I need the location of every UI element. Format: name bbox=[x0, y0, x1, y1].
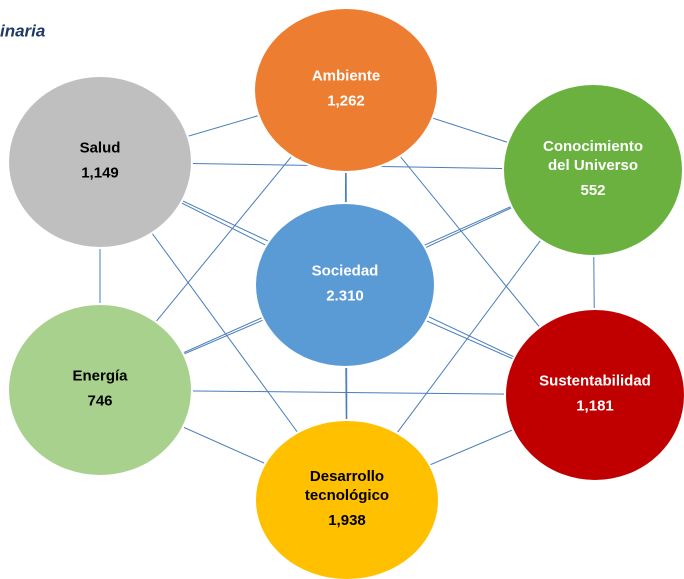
node-label: Energía bbox=[72, 367, 128, 384]
node bbox=[7, 75, 193, 249]
node-value: 746 bbox=[87, 392, 112, 409]
node-label: Sociedad bbox=[312, 262, 379, 279]
node-label: Conocimiento bbox=[543, 138, 643, 155]
node-label: tecnológico bbox=[305, 487, 389, 504]
node-label: del Universo bbox=[548, 157, 638, 174]
node-value: 1,149 bbox=[81, 164, 119, 181]
title: inaria bbox=[0, 21, 45, 40]
node bbox=[254, 202, 436, 368]
node-value: 1,181 bbox=[576, 397, 614, 414]
node-value: 1,262 bbox=[327, 92, 365, 109]
node bbox=[504, 308, 684, 482]
node-value: 2.310 bbox=[326, 287, 364, 304]
node-label: Salud bbox=[80, 139, 121, 156]
node bbox=[502, 83, 684, 257]
node-label: Ambiente bbox=[312, 67, 380, 84]
node-value: 1,938 bbox=[328, 512, 366, 529]
node bbox=[7, 303, 193, 477]
node-label: Sustentabilidad bbox=[539, 372, 651, 389]
node bbox=[253, 7, 439, 173]
node-value: 552 bbox=[580, 182, 605, 199]
node-label: Desarrollo bbox=[310, 468, 384, 485]
node bbox=[254, 419, 440, 579]
